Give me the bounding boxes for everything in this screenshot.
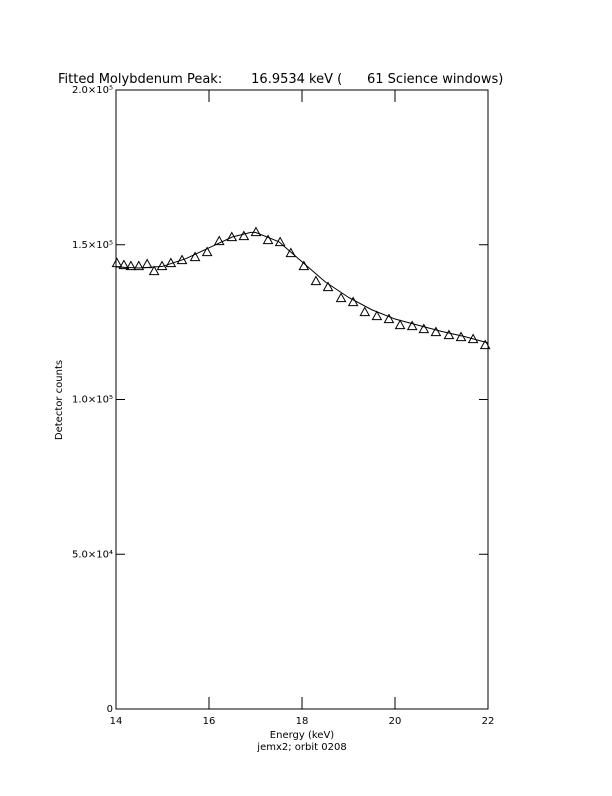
- y-tick-label: 5.0×10⁴: [72, 549, 113, 560]
- x-tick-label: 16: [203, 716, 216, 727]
- data-point: [406, 320, 418, 331]
- data-point: [125, 260, 137, 271]
- data-point: [359, 306, 371, 317]
- data-point: [148, 265, 160, 276]
- data-point: [250, 226, 262, 237]
- data-point: [262, 234, 274, 245]
- chart-title: Fitted Molybdenum Peak: 16.9534 keV ( 61…: [58, 72, 503, 87]
- data-point: [443, 329, 455, 340]
- fit-line: [115, 231, 489, 344]
- x-tick-label: 14: [110, 716, 123, 727]
- data-point: [322, 281, 334, 292]
- data-point: [111, 257, 123, 268]
- y-tick-label: 0: [107, 704, 113, 715]
- x-tick-label: 22: [482, 716, 495, 727]
- x-tick-label: 20: [389, 716, 402, 727]
- y-tick-label: 1.5×10⁵: [72, 240, 113, 251]
- data-point: [310, 275, 322, 286]
- data-point: [394, 319, 406, 330]
- data-point: [418, 323, 430, 334]
- data-point: [201, 246, 213, 257]
- y-tick-label: 1.0×10⁵: [72, 395, 113, 406]
- data-point: [118, 259, 130, 270]
- data-point: [213, 235, 225, 246]
- data-point: [479, 339, 491, 350]
- y-tick-label: 2.0×10⁵: [72, 85, 113, 96]
- y-axis-label: Detector counts: [54, 360, 65, 440]
- data-point: [285, 247, 297, 258]
- data-point: [430, 326, 442, 337]
- data-point: [371, 310, 383, 321]
- data-point: [335, 292, 347, 303]
- data-point: [274, 236, 286, 247]
- plot-frame: [115, 89, 489, 710]
- data-point: [189, 251, 201, 262]
- data-point: [238, 230, 250, 241]
- subtitle: jemx2; orbit 0208: [256, 742, 346, 753]
- data-point: [383, 313, 395, 324]
- data-point: [133, 260, 145, 271]
- data-point: [141, 258, 153, 269]
- x-axis-label: Energy (keV): [270, 730, 335, 741]
- x-tick-label: 18: [296, 716, 309, 727]
